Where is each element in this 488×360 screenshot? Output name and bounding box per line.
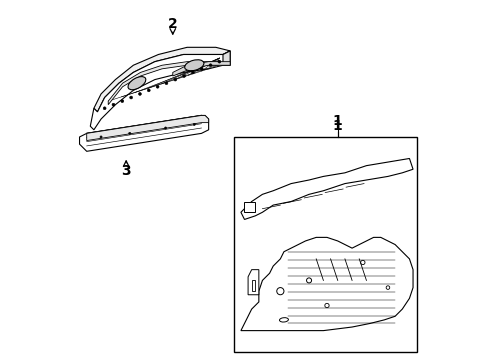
Circle shape — [112, 103, 115, 106]
Circle shape — [209, 64, 212, 67]
Text: 1: 1 — [332, 114, 342, 128]
Circle shape — [164, 82, 167, 85]
Polygon shape — [251, 280, 255, 291]
Polygon shape — [172, 62, 230, 76]
Polygon shape — [90, 51, 230, 130]
Ellipse shape — [128, 77, 145, 90]
Circle shape — [129, 96, 132, 99]
Circle shape — [103, 107, 106, 110]
Text: 3: 3 — [121, 164, 131, 178]
Polygon shape — [108, 62, 219, 105]
Text: 2: 2 — [167, 17, 177, 31]
Ellipse shape — [279, 318, 288, 322]
Circle shape — [128, 132, 131, 134]
Circle shape — [218, 60, 221, 63]
Circle shape — [183, 75, 185, 77]
Circle shape — [173, 78, 176, 81]
Bar — [233, 137, 416, 352]
Circle shape — [121, 100, 123, 103]
Circle shape — [193, 123, 195, 126]
Circle shape — [100, 136, 102, 138]
Polygon shape — [241, 237, 412, 330]
Polygon shape — [244, 202, 255, 212]
Polygon shape — [241, 158, 412, 220]
Circle shape — [147, 89, 150, 92]
Circle shape — [156, 85, 159, 88]
Circle shape — [200, 67, 203, 70]
Polygon shape — [247, 270, 258, 295]
Text: 1: 1 — [332, 119, 342, 133]
Circle shape — [191, 71, 194, 74]
Polygon shape — [86, 116, 208, 140]
Polygon shape — [223, 51, 230, 65]
Polygon shape — [80, 116, 208, 151]
Circle shape — [164, 127, 166, 129]
Polygon shape — [94, 47, 230, 112]
Circle shape — [138, 93, 141, 95]
Ellipse shape — [184, 60, 203, 71]
